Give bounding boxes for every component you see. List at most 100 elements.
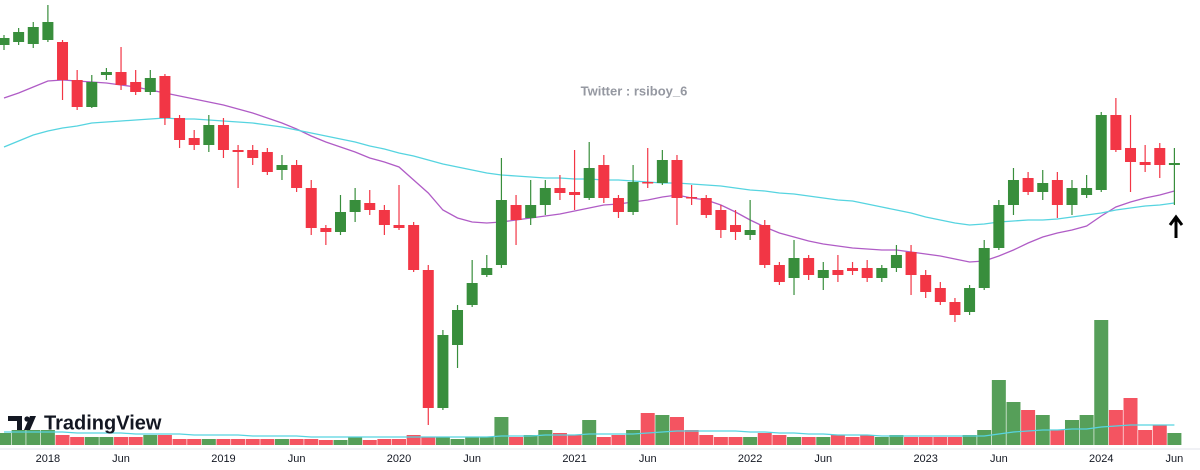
watermark: Twitter : rsiboy_6 — [581, 83, 688, 98]
candle-body — [305, 188, 317, 228]
candle-body — [876, 268, 888, 278]
candle-body — [1022, 178, 1034, 192]
volume-bar — [201, 439, 216, 445]
candle-body — [671, 160, 683, 198]
volume-bar — [787, 437, 802, 445]
candle-body — [408, 225, 420, 270]
volume-bar — [991, 380, 1006, 445]
volume-bar — [289, 439, 304, 445]
candle-body — [788, 258, 800, 278]
candle-body — [71, 80, 83, 107]
volume-bar — [245, 439, 260, 445]
volume-bar — [70, 437, 85, 445]
candle-body — [510, 205, 522, 220]
x-tick-label: 2018 — [36, 453, 60, 465]
candle-body — [188, 138, 200, 145]
candle-body — [730, 225, 741, 232]
candle-body — [349, 200, 361, 212]
volume-bar — [377, 439, 392, 445]
candle-body — [817, 270, 829, 278]
x-tick-label: 2024 — [1089, 453, 1113, 465]
candle-body — [1051, 180, 1063, 205]
candle-body — [642, 182, 654, 184]
volume-bar — [1006, 402, 1021, 445]
volume-bar — [1138, 430, 1153, 445]
candle-body — [832, 270, 844, 275]
candle-body — [452, 310, 464, 345]
volume-bar — [582, 420, 597, 445]
volume-bar — [1079, 415, 1094, 445]
x-tick-label: Jun — [990, 453, 1008, 465]
volume-bar — [947, 437, 962, 445]
volume-bar — [552, 433, 567, 445]
x-tick-label: Jun — [814, 453, 832, 465]
candle-body — [481, 268, 493, 275]
logo-text: TradingView — [44, 412, 162, 434]
volume-bar — [1064, 420, 1079, 445]
volume-bar — [655, 415, 670, 445]
volume-bar — [1123, 398, 1138, 445]
candle-body — [715, 210, 727, 230]
candle-body — [554, 188, 566, 193]
volume-bar — [348, 437, 363, 445]
volume-bar — [450, 439, 465, 445]
candle-body — [539, 188, 551, 205]
candle-body — [964, 288, 976, 312]
candle-body — [422, 270, 434, 408]
volume-bar — [0, 433, 11, 445]
x-tick-label: Jun — [639, 453, 657, 465]
candle-body — [978, 248, 990, 288]
volume-bar — [1167, 433, 1182, 445]
candle-body — [495, 200, 507, 265]
candle-body — [583, 168, 595, 198]
candle-body — [27, 27, 39, 44]
volume-bar — [435, 437, 450, 445]
volume-bar — [40, 430, 55, 445]
candle-body — [1037, 183, 1049, 192]
candle-body — [1081, 188, 1093, 195]
x-tick-label: 2023 — [913, 453, 937, 465]
volume-bar — [626, 430, 641, 445]
volume-bar — [684, 430, 699, 445]
candle-body — [100, 72, 112, 75]
candle-body — [656, 160, 668, 183]
candle-body — [905, 252, 917, 275]
candle-body — [276, 165, 288, 170]
volume-bar — [640, 413, 655, 445]
candle-body — [320, 228, 332, 232]
candle-body — [744, 230, 756, 235]
candle-body — [144, 78, 156, 92]
time-axis: 2018 Jun 2019 Jun 2020 Jun 2021 Jun 2022 Jun 2023 J… — [36, 453, 1184, 465]
volume-bar — [274, 439, 289, 445]
candle-body — [1154, 148, 1166, 165]
x-tick-label: 2020 — [387, 453, 411, 465]
candle-body — [1139, 162, 1151, 165]
volume-bar — [611, 435, 626, 445]
candle-body — [920, 275, 932, 292]
candle-body — [115, 72, 127, 85]
volume-bar — [99, 437, 114, 445]
candle-body — [0, 38, 10, 45]
candle-body — [130, 82, 142, 92]
candle-body — [598, 165, 610, 198]
candle-body — [847, 268, 859, 271]
candle-body — [86, 82, 98, 107]
candle-body — [569, 192, 581, 195]
candle-body — [525, 205, 537, 218]
volume-bar — [260, 439, 275, 445]
candle-body — [803, 258, 815, 275]
candle-body — [378, 210, 390, 225]
candle-body — [627, 182, 639, 212]
x-tick-label: Jun — [1166, 453, 1184, 465]
candle-body — [700, 198, 712, 215]
volume-bar — [596, 437, 611, 445]
candle-body — [759, 225, 771, 265]
candle-body — [890, 255, 902, 268]
volume-bar — [933, 437, 948, 445]
x-tick-label: 2021 — [562, 453, 586, 465]
volume-bar — [362, 440, 377, 445]
volume-bar — [406, 435, 421, 445]
candle-body — [57, 42, 69, 80]
candle-body — [773, 265, 785, 282]
